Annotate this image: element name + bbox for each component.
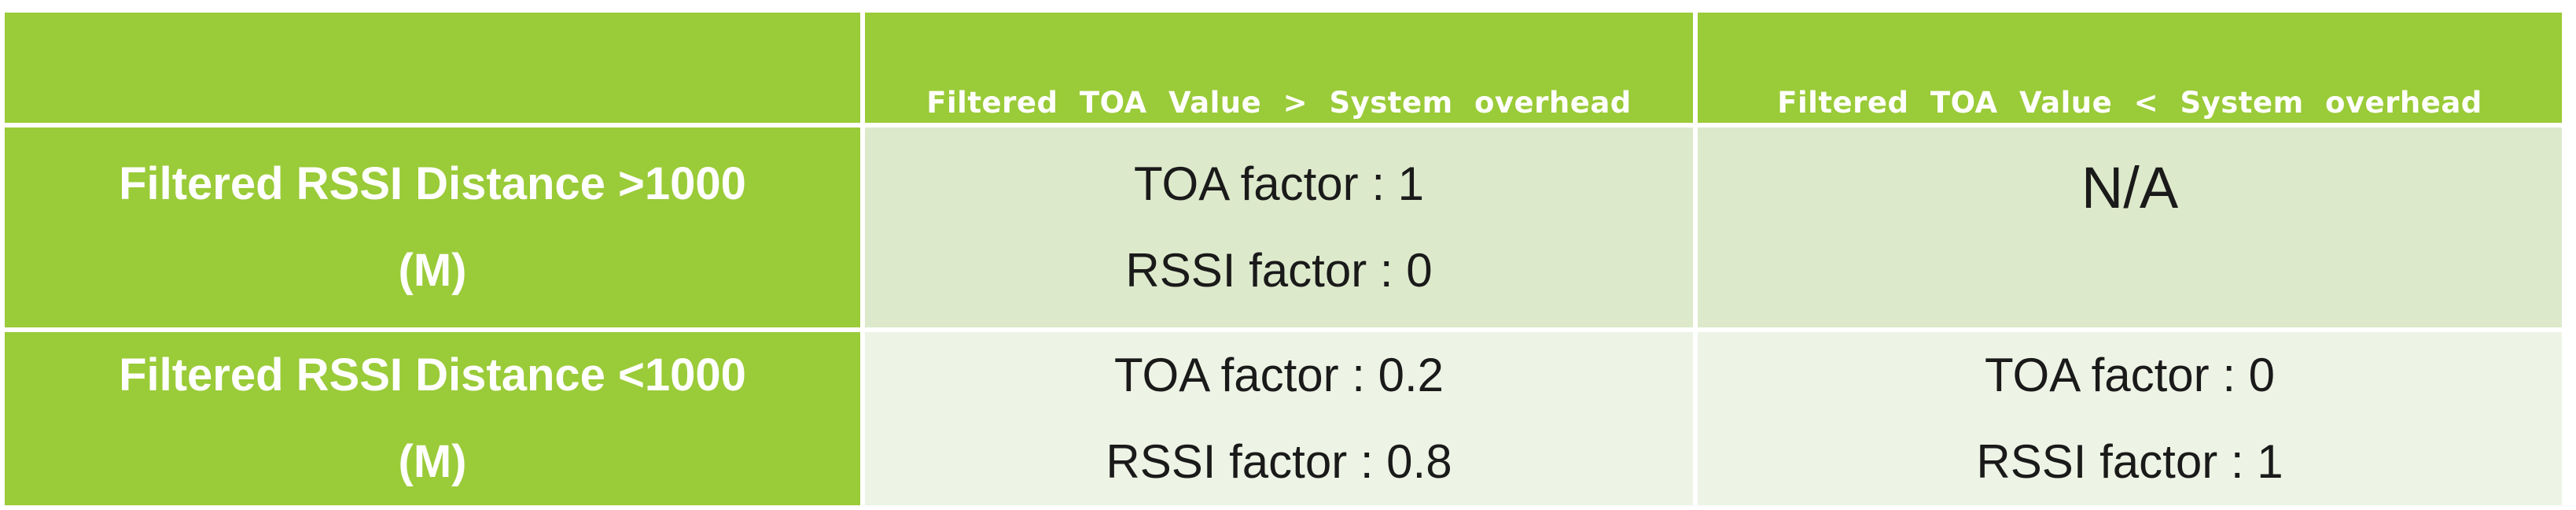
table-row: Filtered RSSI Distance <1000 (M) TOA fac…	[0, 327, 2567, 510]
row-header-rssi-less: Filtered RSSI Distance <1000 (M)	[0, 327, 865, 510]
toa-factor-value: TOA factor : 0.2	[1113, 349, 1444, 401]
row-header-line2: (M)	[398, 436, 467, 487]
toa-factor-value: TOA factor : 0	[1984, 349, 2276, 401]
column-header-toa-less: Filtered TOA Value < System overhead	[1693, 8, 2567, 128]
column-header-toa-greater: Filtered TOA Value > System overhead	[860, 8, 1698, 128]
cell-r1-c2: N/A	[1693, 123, 2567, 332]
cell-r1-c1: TOA factor : 1 RSSI factor : 0	[860, 123, 1698, 332]
row-header-rssi-greater: Filtered RSSI Distance >1000 (M)	[0, 123, 865, 332]
rssi-factor-value: RSSI factor : 1	[1976, 435, 2283, 488]
table-row: Filtered RSSI Distance >1000 (M) TOA fac…	[0, 123, 2567, 332]
cell-r2-c1: TOA factor : 0.2 RSSI factor : 0.8	[860, 327, 1698, 510]
factor-table: Filtered TOA Value > System overhead Fil…	[0, 8, 2567, 510]
rssi-factor-value: RSSI factor : 0.8	[1106, 435, 1452, 488]
toa-factor-value: TOA factor : 1	[1133, 157, 1425, 210]
header-row: Filtered TOA Value > System overhead Fil…	[0, 8, 2567, 128]
na-value: N/A	[2081, 155, 2179, 220]
row-header-line1: Filtered RSSI Distance <1000	[119, 349, 746, 401]
row-header-line2: (M)	[398, 245, 467, 296]
corner-cell	[0, 8, 865, 128]
rssi-factor-value: RSSI factor : 0	[1125, 244, 1433, 297]
row-header-line1: Filtered RSSI Distance >1000	[119, 158, 746, 209]
cell-r2-c2: TOA factor : 0 RSSI factor : 1	[1693, 327, 2567, 510]
